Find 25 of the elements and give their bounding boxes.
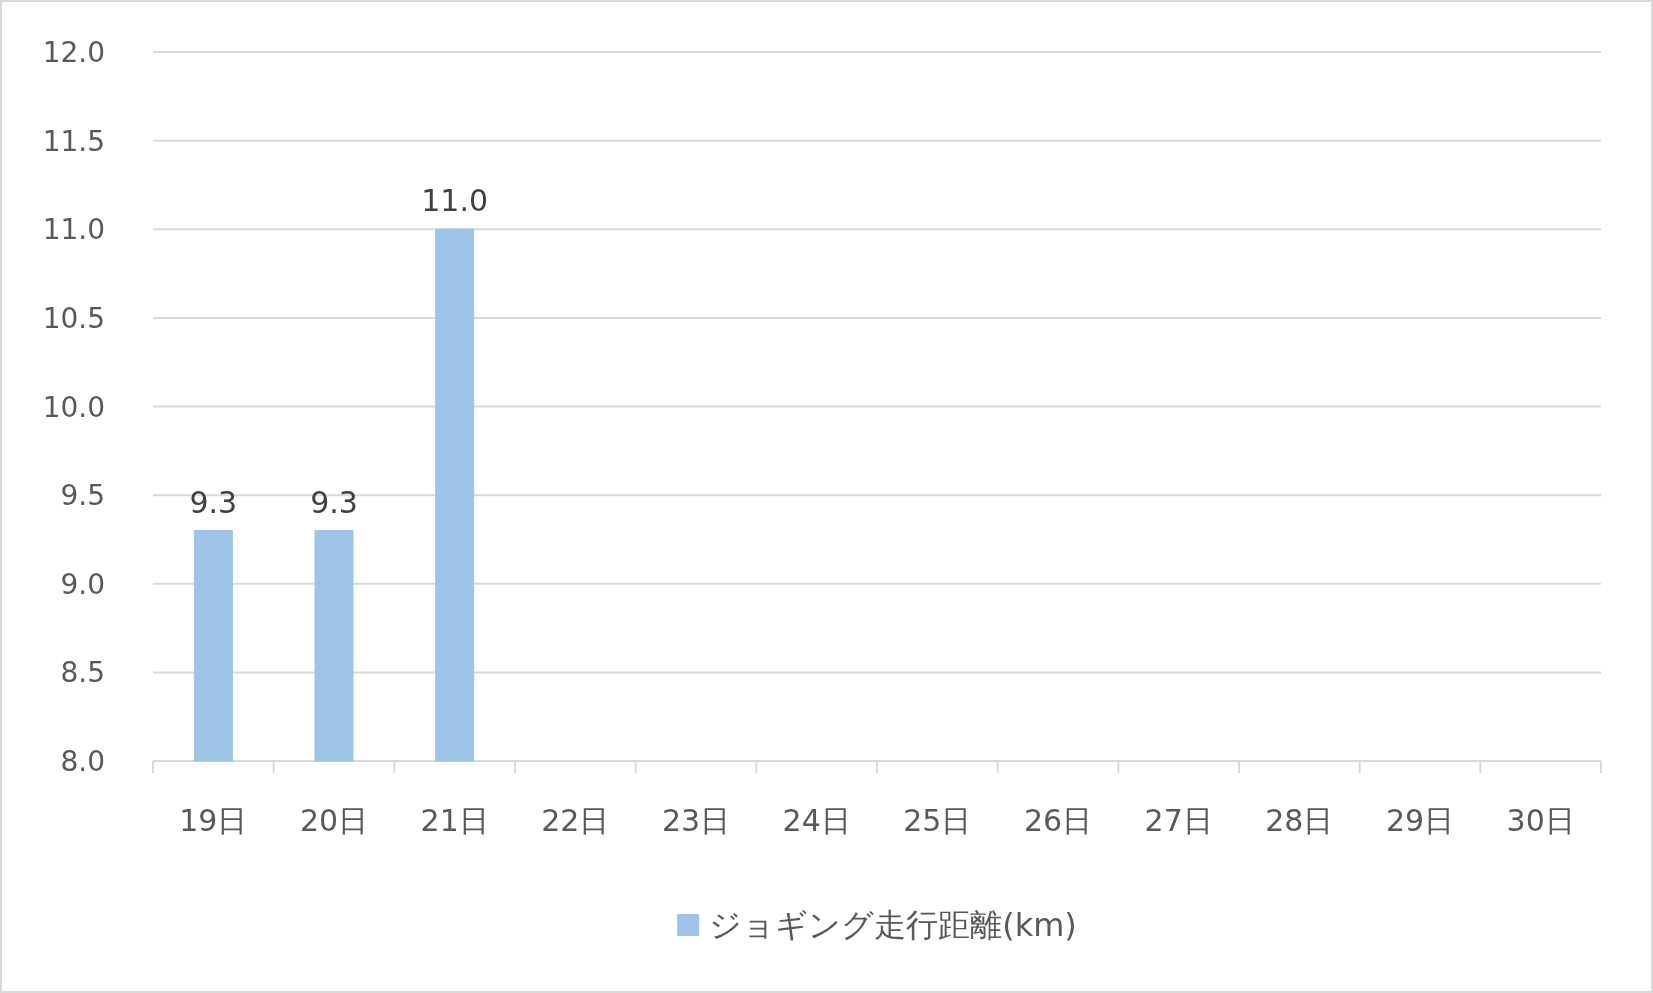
x-tick-label: 23日	[661, 803, 731, 838]
legend-label: ジョギング走行距離(km)	[709, 906, 1077, 944]
x-tick-label: 26日	[1023, 803, 1093, 838]
x-tick-label: 24日	[782, 803, 851, 838]
y-tick-label: 9.0	[60, 567, 105, 601]
x-tick-label: 21日	[420, 803, 489, 838]
data-label: 9.3	[189, 484, 238, 520]
y-tick-label: 12.0	[42, 36, 105, 69]
x-tick-label: 27日	[1144, 803, 1213, 838]
y-tick-label: 10.5	[42, 301, 105, 335]
data-label: 11.0	[421, 183, 489, 219]
x-tick-label: 29日	[1385, 803, 1455, 838]
x-tick-label: 30日	[1506, 803, 1575, 838]
x-tick-label: 20日	[299, 803, 369, 838]
y-tick-label: 11.5	[42, 124, 105, 158]
y-tick-label: 10.0	[42, 390, 105, 424]
data-label: 9.3	[310, 484, 358, 520]
x-tick-label: 25日	[903, 803, 972, 838]
y-tick-label: 8.0	[60, 745, 105, 778]
y-tick-label: 8.5	[60, 656, 105, 690]
x-tick-label: 28日	[1265, 803, 1334, 838]
x-tick-label: 22日	[541, 803, 610, 838]
y-tick-label: 9.5	[60, 479, 105, 513]
x-tick-label: 19日	[179, 803, 248, 838]
y-tick-label: 11.0	[42, 213, 105, 247]
